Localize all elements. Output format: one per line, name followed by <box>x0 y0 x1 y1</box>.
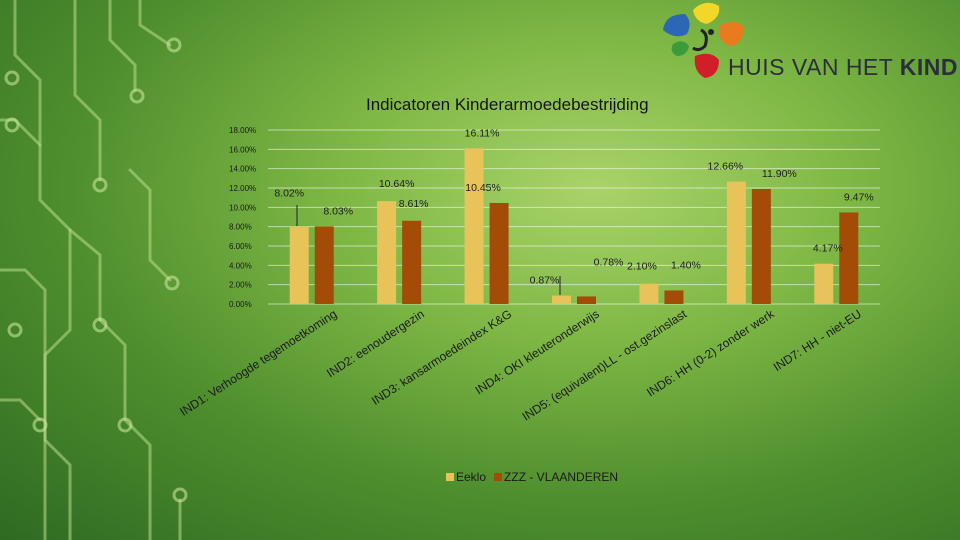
data-label: 8.03% <box>323 205 353 217</box>
data-label: 2.10% <box>627 261 657 273</box>
x-category-label: IND1: Verhoogde tegemoetkoming <box>177 307 339 419</box>
data-label: 8.02% <box>274 187 304 199</box>
data-label: 16.11% <box>465 127 500 139</box>
bar-vlaanderen-1 <box>314 226 334 304</box>
data-label: 10.45% <box>465 182 501 194</box>
bar-eeklo-2 <box>377 201 397 304</box>
bar-eeklo-4 <box>552 295 571 304</box>
legend-swatch <box>446 473 454 481</box>
data-label: 8.61% <box>399 198 429 210</box>
legend-label: ZZZ - VLAANDEREN <box>504 470 619 484</box>
y-tick-label: 14.00% <box>229 165 256 174</box>
chart-legend: Eeklo ZZZ - VLAANDEREN <box>446 470 626 484</box>
huis-van-het-kind-logo <box>663 2 744 78</box>
data-label: 1.40% <box>671 259 701 271</box>
bar-eeklo-1 <box>289 226 309 304</box>
data-label: 11.90% <box>762 168 797 180</box>
bar-vlaanderen-2 <box>402 220 422 304</box>
chart-title: Indicatoren Kinderarmoedebestrijding <box>366 95 649 114</box>
y-tick-label: 4.00% <box>229 261 252 270</box>
x-category-label: IND7: HH - niet-EU <box>771 307 864 374</box>
legend-label: Eeklo <box>456 470 487 484</box>
legend-swatch <box>494 473 503 481</box>
bar-eeklo-5 <box>639 283 659 304</box>
bar-vlaanderen-4 <box>577 296 596 304</box>
bar-vlaanderen-3 <box>489 202 509 304</box>
y-tick-label: 12.00% <box>229 184 256 193</box>
data-label: 0.78% <box>594 256 624 268</box>
y-tick-label: 6.00% <box>229 242 252 251</box>
data-label: 0.87% <box>530 275 560 287</box>
bar-vlaanderen-7 <box>839 212 859 304</box>
bar-vlaanderen-6 <box>751 188 771 304</box>
bar-eeklo-3 <box>464 148 484 304</box>
bar-eeklo-6 <box>726 181 746 304</box>
legend-item-vlaanderen: ZZZ - VLAANDEREN <box>494 470 618 484</box>
x-category-label: IND3: kansarmoedeindex K&G <box>369 307 514 408</box>
legend-item-eeklo: Eeklo <box>446 470 486 484</box>
y-tick-label: 8.00% <box>229 223 252 232</box>
data-label: 4.17% <box>813 243 843 255</box>
y-tick-label: 2.00% <box>229 281 252 290</box>
bar-vlaanderen-5 <box>664 290 684 304</box>
y-tick-label: 18.00% <box>229 126 256 135</box>
bar-eeklo-7 <box>814 263 834 304</box>
data-label: 10.64% <box>379 178 415 190</box>
logo-wordmark: HUIS VAN HET KIND <box>728 54 959 80</box>
y-tick-label: 10.00% <box>229 203 256 212</box>
x-category-label: IND5: (equivalent)LL - ost.gezinslast <box>520 306 690 423</box>
y-tick-label: 16.00% <box>229 145 256 154</box>
y-tick-label: 0.00% <box>229 300 252 309</box>
data-label: 9.47% <box>844 191 874 203</box>
data-label: 12.66% <box>708 161 744 173</box>
